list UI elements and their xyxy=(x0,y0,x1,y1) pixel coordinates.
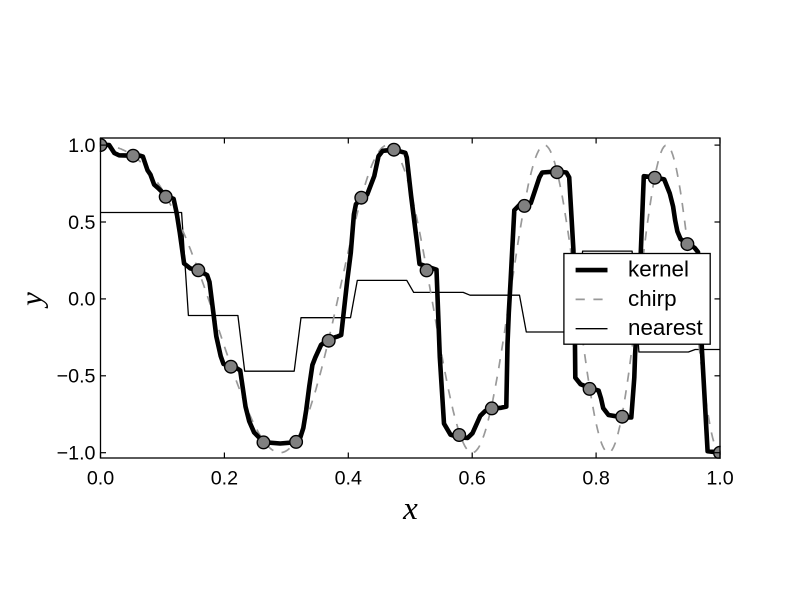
svg-text:nearest: nearest xyxy=(628,315,703,340)
svg-text:y: y xyxy=(14,292,49,309)
svg-text:0.8: 0.8 xyxy=(582,468,609,490)
svg-text:1.0: 1.0 xyxy=(706,468,733,490)
svg-text:x: x xyxy=(402,491,418,527)
svg-text:0.4: 0.4 xyxy=(335,468,362,490)
svg-text:0.0: 0.0 xyxy=(87,468,114,490)
svg-text:0.6: 0.6 xyxy=(459,468,486,490)
svg-text:0.0: 0.0 xyxy=(68,289,95,311)
svg-text:0.2: 0.2 xyxy=(211,468,238,490)
svg-text:chirp: chirp xyxy=(628,286,677,311)
svg-text:−1.0: −1.0 xyxy=(57,443,96,465)
svg-text:0.5: 0.5 xyxy=(68,212,95,234)
svg-text:−0.5: −0.5 xyxy=(57,366,96,388)
svg-text:kernel: kernel xyxy=(628,257,689,282)
svg-text:1.0: 1.0 xyxy=(68,135,95,157)
